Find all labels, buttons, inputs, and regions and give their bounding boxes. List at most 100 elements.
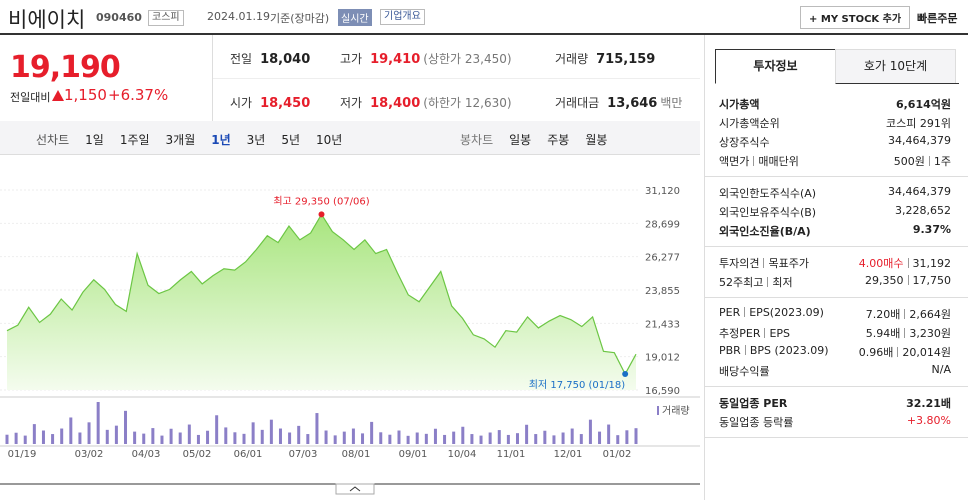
value-part: 2,664원 xyxy=(909,308,951,321)
company-info[interactable]: 기업개요 xyxy=(380,9,425,25)
candle-tab[interactable]: 월봉 xyxy=(585,133,608,147)
label-part: 동일업종 등락률 xyxy=(719,416,794,429)
period-tab[interactable]: 1주일 xyxy=(119,133,150,147)
stat: 고가 19,410 (상한가 23,450) xyxy=(340,50,512,67)
stock-name: 비에이치 xyxy=(8,8,86,32)
info-value: 3,228,652 xyxy=(895,204,951,217)
info-tab[interactable]: 투자정보 xyxy=(715,49,836,84)
quick-order[interactable]: 빠른주문 xyxy=(917,12,958,25)
volume-bar xyxy=(306,434,310,444)
info-row: 동일업종 PER 32.21배 xyxy=(705,393,968,412)
divider xyxy=(213,78,700,79)
candle-tab[interactable]: 주봉 xyxy=(547,133,570,147)
period-tab[interactable]: 3년 xyxy=(246,133,266,147)
volume-bar xyxy=(397,430,401,444)
info-label: PBR BPS (2023.09) xyxy=(719,344,829,357)
value-part: 9.37% xyxy=(912,223,951,236)
period-tab[interactable]: 1일 xyxy=(85,133,104,147)
my-stock-button[interactable]: + MY STOCK 추가 xyxy=(800,6,911,29)
volume-bar xyxy=(579,434,583,444)
volume-bar xyxy=(187,424,191,444)
label-part: PER xyxy=(719,306,741,319)
realtime-tag[interactable]: 실시간 xyxy=(338,9,372,26)
info-value: N/A xyxy=(932,363,951,376)
candle-tab[interactable]: 일봉 xyxy=(509,133,532,147)
high-point xyxy=(318,211,325,218)
volume-bar xyxy=(607,424,611,444)
low-label: 최저 17,750 (01/18) xyxy=(529,379,625,391)
info-row: 외국인한도주식수(A) 34,464,379 xyxy=(705,183,968,202)
volume-bar xyxy=(169,428,173,444)
candle-tabs: 봉차트 일봉 주봉 월봉 xyxy=(460,131,623,148)
up-arrow xyxy=(52,90,64,101)
divider xyxy=(212,35,213,121)
x-label: 12/01 xyxy=(554,449,583,460)
y-tick-label: 31,120 xyxy=(645,186,680,197)
info-section: 시가총액 6,614억원 시가총액순위 코스피 291위 상장주식수 34,464,379… xyxy=(705,88,968,177)
collapse-button[interactable] xyxy=(335,483,375,495)
info-value: 500원 1주 xyxy=(894,153,951,169)
x-label: 11/01 xyxy=(497,449,526,460)
volume-bar xyxy=(342,431,346,444)
separator xyxy=(907,275,909,285)
x-label: 07/03 xyxy=(289,449,318,460)
volume-bar xyxy=(206,430,210,444)
volume-bar xyxy=(151,428,155,444)
x-label: 05/02 xyxy=(183,449,212,460)
volume-bar xyxy=(625,430,629,444)
x-label: 08/01 xyxy=(342,449,371,460)
stat: 거래량 715,159 xyxy=(555,50,655,67)
volume-bar xyxy=(470,434,474,444)
volume-bar xyxy=(515,433,519,444)
y-tick-label: 19,012 xyxy=(645,353,680,364)
value-part: 34,464,379 xyxy=(888,134,951,147)
volume-bar xyxy=(96,402,100,444)
info-row: PBR BPS (2023.09) 0.96배 20,014원 xyxy=(705,342,968,361)
x-label: 03/02 xyxy=(75,449,104,460)
volume-bar xyxy=(497,430,501,444)
my-stock-label: MY STOCK 추가 xyxy=(820,14,902,25)
period-tab[interactable]: 1년 xyxy=(211,133,231,147)
info-value: 32.21배 xyxy=(906,395,951,411)
info-label: PER EPS(2023.09) xyxy=(719,306,824,319)
separator xyxy=(907,258,909,268)
period-tab[interactable]: 10년 xyxy=(316,133,343,147)
info-value: 34,464,379 xyxy=(888,134,951,147)
info-row: 추정PER EPS 5.94배 3,230원 xyxy=(705,323,968,342)
market-tag: 코스피 xyxy=(148,10,184,26)
volume-bar xyxy=(333,435,337,444)
label-part: PBR xyxy=(719,344,741,357)
volume-bar xyxy=(297,425,301,444)
volume-bar xyxy=(278,428,282,444)
period-tab[interactable]: 5년 xyxy=(281,133,301,147)
y-tick-label: 23,855 xyxy=(645,286,680,297)
separator xyxy=(753,156,755,166)
x-label: 04/03 xyxy=(132,449,161,460)
info-section: 투자의견 목표주가 4.00매수 31,192 52주최고 최저 29,350 17,750 xyxy=(705,247,968,298)
separator xyxy=(767,277,769,287)
volume-bar xyxy=(479,435,483,444)
value-part: 3,228,652 xyxy=(895,204,951,217)
stat-value: 18,400 xyxy=(370,96,421,111)
stat-value: 13,646 xyxy=(607,96,658,111)
volume-bar xyxy=(561,432,565,444)
info-value: 29,350 17,750 xyxy=(865,274,951,287)
volume-bar xyxy=(370,421,374,444)
info-value: 4.00매수 31,192 xyxy=(859,255,951,271)
stat-label: 거래량 xyxy=(555,52,589,66)
stat-value: 18,450 xyxy=(260,96,311,111)
info-label: 추정PER EPS xyxy=(719,325,790,341)
separator xyxy=(904,328,906,338)
volume-bar xyxy=(315,413,319,444)
volume-bar xyxy=(634,428,638,444)
info-row: 액면가 매매단위 500원 1주 xyxy=(705,151,968,170)
volume-bar xyxy=(588,419,592,444)
period-tab[interactable]: 3개월 xyxy=(165,133,196,147)
value-part: 5.94배 xyxy=(865,327,901,340)
volume-bar xyxy=(160,435,164,444)
x-label: 09/01 xyxy=(399,449,428,460)
volume-bar xyxy=(598,431,602,444)
info-label: 52주최고 최저 xyxy=(719,274,793,290)
info-tab[interactable]: 호가 10단계 xyxy=(835,49,956,83)
